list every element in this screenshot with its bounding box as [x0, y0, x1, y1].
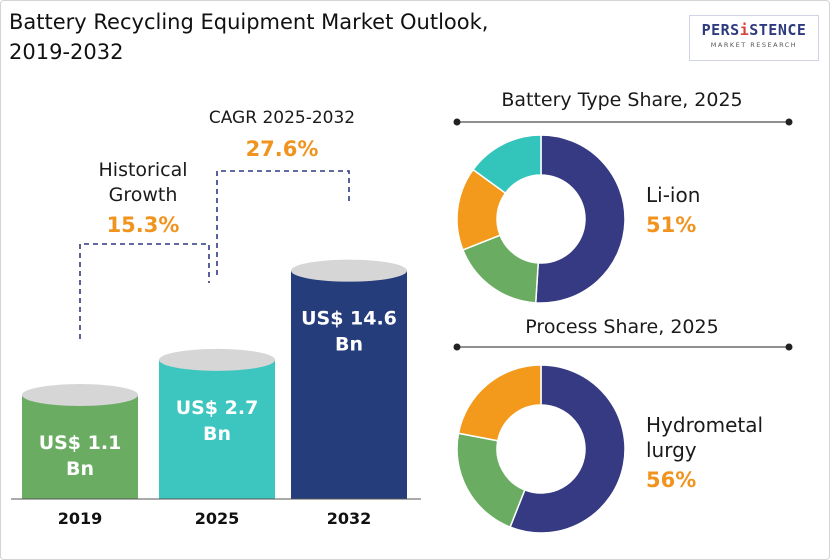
battery-type-highlight-label: Li-ion [646, 183, 700, 207]
divider-dot [453, 118, 461, 126]
page-title: Battery Recycling Equipment Market Outlo… [9, 7, 649, 67]
cagr-value: 27.6% [246, 137, 319, 161]
bar-2032 [291, 270, 407, 499]
process-highlight-label-1: Hydrometal [646, 413, 763, 437]
bar-2019 [22, 394, 138, 499]
logo-tagline: MARKET RESEARCH [710, 41, 798, 49]
bar-cap-2032 [291, 259, 407, 282]
battery-type-chart-title: Battery Type Share, 2025 [501, 89, 742, 111]
company-logo: PERSiSTENCE MARKET RESEARCH [689, 15, 819, 61]
historical-growth-connector [79, 243, 210, 339]
bar-value-label: Bn [66, 458, 94, 480]
donut-slice-0 [534, 134, 626, 304]
divider-dot [453, 343, 461, 351]
bar-cap-2019 [22, 383, 138, 406]
battery-type-donut [456, 134, 626, 304]
donut-slice-0 [509, 364, 626, 534]
divider-dot [785, 118, 793, 126]
bar-value-label: US$ 1.1 [39, 432, 122, 454]
bar-value-label: Bn [203, 423, 231, 445]
process-donut [456, 364, 626, 534]
logo-accent: i [739, 21, 750, 39]
bar-value-label: Bn [335, 334, 363, 356]
historical-growth-value: 15.3% [107, 213, 180, 237]
x-tick-label: 2032 [327, 509, 372, 528]
process-highlight-value: 56% [646, 468, 696, 492]
divider-dot [785, 343, 793, 351]
bar-cap-2025 [159, 348, 275, 371]
donut-slice-2 [457, 364, 542, 442]
historical-growth-label-2: Growth [109, 184, 178, 206]
logo-suffix: STENCE [749, 21, 807, 39]
x-tick-label: 2019 [58, 509, 103, 528]
title-line-1: Battery Recycling Equipment Market Outlo… [9, 10, 489, 34]
historical-growth-label-1: Historical [99, 159, 188, 181]
process-highlight-label-2: lurgy [646, 438, 697, 462]
cagr-connector [216, 170, 350, 275]
x-tick-label: 2025 [195, 509, 240, 528]
donut-slice-1 [456, 432, 526, 529]
bar-value-label: US$ 14.6 [301, 308, 397, 330]
donut-slice-3 [471, 134, 542, 195]
bar-2025 [159, 359, 275, 499]
logo-wordmark: PERSiSTENCE [690, 21, 818, 39]
title-line-2: 2019-2032 [9, 40, 124, 64]
process-chart-title: Process Share, 2025 [525, 316, 718, 338]
logo-prefix: PERS [701, 21, 740, 39]
bar-series: US$ 1.1 Bn 2019 US$ 2.7 Bn 2025 US$ 14.6 Bn 2032 [22, 259, 407, 528]
bar-value-label: US$ 2.7 [176, 397, 259, 419]
battery-type-highlight-value: 51% [646, 213, 696, 237]
cagr-label: CAGR 2025-2032 [209, 108, 355, 128]
